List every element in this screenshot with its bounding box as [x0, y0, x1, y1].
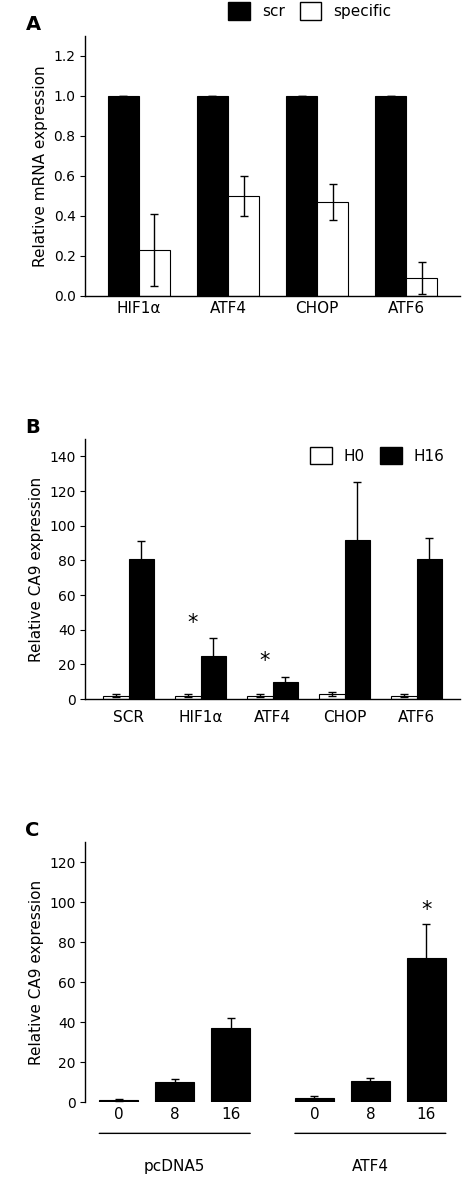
- Bar: [351, 1081, 390, 1102]
- Bar: [317, 202, 348, 296]
- Bar: [103, 696, 128, 700]
- Bar: [406, 278, 438, 296]
- Bar: [108, 96, 139, 296]
- Text: pcDNA5: pcDNA5: [144, 1160, 205, 1174]
- Text: A: A: [26, 16, 41, 34]
- Bar: [197, 96, 228, 296]
- Bar: [211, 1028, 250, 1102]
- Bar: [128, 558, 154, 700]
- Bar: [392, 696, 417, 700]
- Text: C: C: [26, 822, 40, 840]
- Bar: [407, 958, 446, 1102]
- Y-axis label: Relative CA9 expression: Relative CA9 expression: [28, 477, 44, 661]
- Bar: [139, 250, 170, 296]
- Bar: [375, 96, 406, 296]
- Text: B: B: [26, 418, 40, 437]
- Legend: scr, specific: scr, specific: [228, 2, 392, 19]
- Bar: [286, 96, 317, 296]
- Y-axis label: Relative CA9 expression: Relative CA9 expression: [28, 879, 44, 1065]
- Bar: [201, 655, 226, 700]
- Bar: [175, 696, 201, 700]
- Text: *: *: [421, 900, 431, 920]
- Bar: [228, 196, 259, 296]
- Text: *: *: [260, 652, 270, 671]
- Y-axis label: Relative mRNA expression: Relative mRNA expression: [33, 65, 48, 267]
- Bar: [295, 1099, 334, 1102]
- Bar: [155, 1082, 194, 1102]
- Text: *: *: [188, 613, 198, 634]
- Bar: [345, 539, 370, 700]
- Bar: [417, 558, 442, 700]
- Bar: [273, 682, 298, 700]
- Legend: H0, H16: H0, H16: [310, 447, 445, 465]
- Text: ATF4: ATF4: [352, 1160, 389, 1174]
- Bar: [319, 694, 345, 700]
- Bar: [99, 1100, 138, 1102]
- Bar: [247, 696, 273, 700]
